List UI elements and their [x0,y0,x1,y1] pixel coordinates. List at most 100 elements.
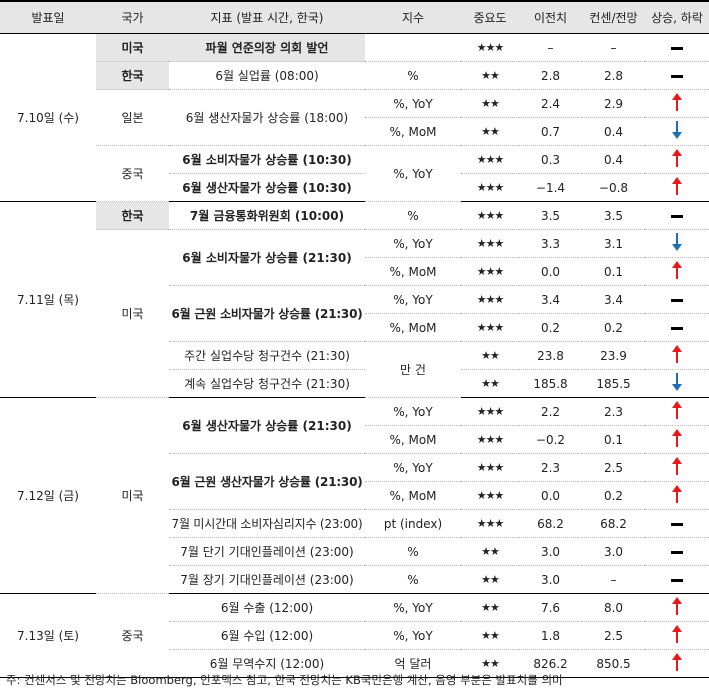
table-row: 6월 무역수지 (12:00) 억 달러 ★★ 826.2 850.5 [0,649,709,678]
importance-cell: ★★★ [461,285,519,314]
table-row: %, MoM ★★ 0.7 0.4 [0,117,709,146]
table-row: 중국 6월 소비자물가 상승률 (10:30) %, YoY ★★★ 0.3 0… [0,145,709,202]
dash-icon [671,214,683,218]
arrow-up-icon [671,93,683,111]
header-previous: 이전치 [519,0,582,34]
unit-cell: 만 건 [365,341,461,398]
previous-cell: 0.0 [519,481,582,510]
direction-cell [645,621,709,650]
direction-cell [645,89,709,118]
table-row: 7.12일 (금) 미국 6월 생산자물가 상승률 (21:30) %, YoY… [0,397,709,594]
arrow-up-icon [671,485,683,503]
importance-cell: ★★ [461,593,519,622]
release-date: 7.12일 (금) [0,397,96,594]
forecast-cell: 2.5 [582,621,645,650]
unit-cell: % [365,61,461,90]
indicator-cell: 7월 장기 기대인플레이션 (23:00) [169,565,365,594]
forecast-cell: – [582,565,645,594]
unit-cell: %, MoM [365,425,461,454]
dash-icon [671,326,683,330]
previous-cell: 185.8 [519,369,582,398]
importance-cell: ★★★ [461,145,519,174]
dash-icon [671,298,683,302]
header-importance: 중요도 [461,0,519,34]
country-cell: 일본 [96,89,169,146]
arrow-down-icon [671,121,683,139]
forecast-cell: – [582,33,645,62]
unit-cell: %, YoY [365,229,461,258]
previous-cell: 2.3 [519,453,582,482]
table-row: 계속 실업수당 청구건수 (21:30) ★★ 185.8 185.5 [0,369,709,398]
indicator-cell: 파월 연준의장 의회 발언 [169,33,365,62]
table-row: 7월 장기 기대인플레이션 (23:00) % ★★ 3.0 – [0,565,709,594]
table-row: 6월 근원 생산자물가 상승률 (21:30) %, YoY ★★★ 2.3 2… [0,453,709,510]
unit-cell: %, MoM [365,257,461,286]
direction-cell [645,369,709,398]
table-row: 7.11일 (목) 한국 7월 금융통화위원회 (10:00) % ★★★ 3.… [0,201,709,398]
indicator-cell: 6월 근원 생산자물가 상승률 (21:30) [169,453,365,510]
forecast-cell: 850.5 [582,649,645,678]
importance-cell: ★★ [461,341,519,370]
arrow-up-icon [671,653,683,671]
previous-cell: 68.2 [519,509,582,538]
direction-cell [645,649,709,678]
arrow-up-icon [671,429,683,447]
direction-cell [645,145,709,174]
header-indicator: 지표 (발표 시간, 한국) [169,0,365,34]
indicator-cell: 6월 소비자물가 상승률 (21:30) [169,229,365,286]
forecast-cell: 68.2 [582,509,645,538]
forecast-cell: 0.4 [582,145,645,174]
forecast-cell: 0.2 [582,481,645,510]
table-row: %, MoM ★★★ 0.2 0.2 [0,313,709,342]
previous-cell: 2.2 [519,397,582,426]
importance-cell: ★★ [461,89,519,118]
previous-cell: 0.7 [519,117,582,146]
arrow-up-icon [671,345,683,363]
unit-cell: %, YoY [365,453,461,482]
header-direction: 상승, 하락 [645,0,709,34]
forecast-cell: 2.8 [582,61,645,90]
release-date: 7.10일 (수) [0,33,96,202]
indicator-cell: 7월 금융통화위원회 (10:00) [169,201,365,230]
unit-cell: %, MoM [365,117,461,146]
importance-cell: ★★★ [461,33,519,62]
table-row: 6월 근원 소비자물가 상승률 (21:30) %, YoY ★★★ 3.4 3… [0,285,709,342]
previous-cell: 2.8 [519,61,582,90]
importance-cell: ★★ [461,369,519,398]
forecast-cell: 3.5 [582,201,645,230]
previous-cell: 0.3 [519,145,582,174]
header-unit: 지수 [365,0,461,34]
unit-cell: %, YoY [365,621,461,650]
direction-cell [645,509,709,538]
arrow-up-icon [671,177,683,195]
previous-cell: 3.0 [519,565,582,594]
forecast-cell: 23.9 [582,341,645,370]
previous-cell: 826.2 [519,649,582,678]
importance-cell: ★★★ [461,481,519,510]
table-row: 미국 6월 소비자물가 상승률 (21:30) %, YoY ★★★ 3.3 3… [0,229,709,398]
country-cell: 한국 [96,61,169,90]
importance-cell: ★★★ [461,257,519,286]
importance-cell: ★★★ [461,229,519,258]
header-country: 국가 [96,0,169,34]
previous-cell: 23.8 [519,341,582,370]
table-row: 일본 6월 생산자물가 상승률 (18:00) %, YoY ★★ 2.4 2.… [0,89,709,146]
direction-cell [645,61,709,90]
importance-cell: ★★★ [461,425,519,454]
unit-cell: % [365,565,461,594]
importance-cell: ★★★ [461,397,519,426]
direction-cell [645,201,709,230]
previous-cell: 3.5 [519,201,582,230]
dash-icon [671,578,683,582]
unit-cell: %, MoM [365,313,461,342]
previous-cell: 2.4 [519,89,582,118]
previous-cell: 0.0 [519,257,582,286]
unit-cell [365,33,461,62]
unit-cell: %, YoY [365,145,461,202]
arrow-down-icon [671,373,683,391]
direction-cell [645,229,709,258]
importance-cell: ★★★ [461,173,519,202]
table-row: 7월 미시간대 소비자심리지수 (23:00) pt (index) ★★★ 6… [0,509,709,538]
previous-cell: – [519,33,582,62]
